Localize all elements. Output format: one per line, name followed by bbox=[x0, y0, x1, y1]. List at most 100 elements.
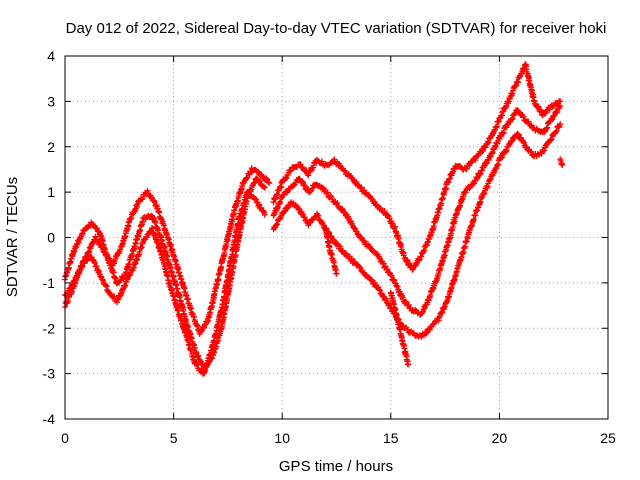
data-point bbox=[371, 199, 378, 205]
data-point bbox=[120, 274, 127, 281]
data-point bbox=[334, 200, 341, 206]
data-points bbox=[62, 61, 566, 377]
data-point bbox=[476, 171, 483, 178]
data-point bbox=[409, 266, 416, 273]
y-tick-label: 0 bbox=[47, 230, 55, 246]
data-point bbox=[277, 198, 284, 205]
data-point bbox=[309, 185, 316, 192]
data-point bbox=[194, 361, 201, 368]
data-point bbox=[383, 297, 390, 303]
data-point bbox=[118, 277, 124, 284]
data-point bbox=[368, 276, 374, 283]
data-point bbox=[358, 184, 365, 191]
data-point bbox=[341, 167, 347, 174]
series-track-5 bbox=[270, 102, 564, 318]
y-tick-label: -4 bbox=[43, 411, 56, 427]
data-point bbox=[508, 116, 515, 123]
data-point bbox=[479, 148, 486, 155]
data-point bbox=[499, 154, 506, 161]
data-point bbox=[559, 161, 566, 168]
data-point bbox=[70, 282, 76, 289]
data-point bbox=[543, 107, 550, 114]
y-axis-label: SDTVAR / TECUs bbox=[4, 177, 21, 297]
series-fragment-c bbox=[557, 156, 566, 168]
data-point bbox=[244, 174, 251, 181]
x-axis-ticks: 0 5 10 15 20 25 bbox=[61, 56, 616, 446]
data-point bbox=[508, 138, 515, 145]
data-point bbox=[261, 184, 268, 191]
data-point bbox=[462, 189, 469, 196]
data-point bbox=[541, 147, 548, 154]
data-point bbox=[265, 179, 272, 186]
data-point bbox=[252, 196, 259, 202]
series-fragment-b bbox=[387, 289, 412, 368]
data-point bbox=[541, 110, 548, 117]
data-point bbox=[337, 243, 344, 250]
series-track-2 bbox=[62, 175, 268, 372]
data-point bbox=[386, 215, 393, 222]
data-point bbox=[271, 211, 278, 218]
data-point bbox=[357, 264, 364, 271]
data-point bbox=[274, 221, 281, 228]
y-tick-label: 4 bbox=[47, 48, 55, 64]
data-point bbox=[151, 197, 158, 204]
y-tick-label: 2 bbox=[47, 139, 55, 155]
data-point bbox=[253, 167, 260, 174]
y-tick-label: -2 bbox=[43, 320, 56, 336]
data-point bbox=[502, 148, 509, 155]
series-track-3 bbox=[62, 188, 268, 377]
data-point bbox=[514, 107, 521, 114]
series-track-6 bbox=[270, 121, 564, 340]
data-point bbox=[330, 236, 337, 243]
data-point bbox=[324, 189, 331, 196]
data-point bbox=[93, 263, 100, 269]
data-point bbox=[503, 147, 510, 154]
x-axis-label: GPS time / hours bbox=[279, 458, 393, 475]
data-point bbox=[389, 220, 396, 227]
chart-title: Day 012 of 2022, Sidereal Day-to-day VTE… bbox=[66, 20, 607, 37]
series-track-4 bbox=[270, 61, 564, 273]
data-point bbox=[274, 205, 281, 212]
x-tick-label: 20 bbox=[492, 430, 508, 446]
data-point bbox=[520, 138, 527, 145]
series-fragment-a bbox=[322, 226, 340, 277]
data-point bbox=[260, 183, 267, 190]
data-point bbox=[388, 272, 395, 279]
data-point bbox=[406, 260, 413, 267]
data-point bbox=[547, 137, 554, 144]
data-point bbox=[546, 106, 553, 113]
data-point bbox=[482, 144, 489, 151]
data-point bbox=[416, 257, 422, 264]
data-point bbox=[421, 304, 428, 311]
y-tick-label: 3 bbox=[47, 93, 55, 109]
data-point bbox=[371, 279, 378, 286]
data-point bbox=[144, 187, 151, 194]
data-point bbox=[318, 158, 325, 165]
data-point bbox=[356, 263, 363, 270]
x-tick-label: 10 bbox=[274, 430, 290, 446]
data-point bbox=[520, 113, 527, 120]
data-point bbox=[284, 205, 291, 212]
data-point bbox=[509, 90, 516, 97]
data-point bbox=[543, 125, 550, 132]
data-point bbox=[554, 108, 561, 115]
data-point bbox=[404, 257, 411, 263]
data-point bbox=[192, 348, 199, 355]
x-tick-label: 5 bbox=[170, 430, 178, 446]
data-point bbox=[360, 237, 367, 244]
data-point bbox=[477, 170, 484, 177]
data-point bbox=[402, 298, 409, 305]
data-point bbox=[381, 208, 388, 214]
data-point bbox=[552, 128, 559, 135]
x-tick-label: 0 bbox=[61, 430, 69, 446]
data-point bbox=[528, 148, 535, 155]
data-point bbox=[353, 178, 360, 185]
data-point bbox=[494, 162, 501, 169]
data-point bbox=[472, 157, 479, 164]
data-point bbox=[376, 286, 383, 293]
data-point bbox=[557, 102, 564, 109]
data-point bbox=[544, 124, 551, 131]
data-point bbox=[287, 168, 294, 175]
y-tick-label: -3 bbox=[43, 366, 56, 382]
data-point bbox=[274, 191, 281, 198]
